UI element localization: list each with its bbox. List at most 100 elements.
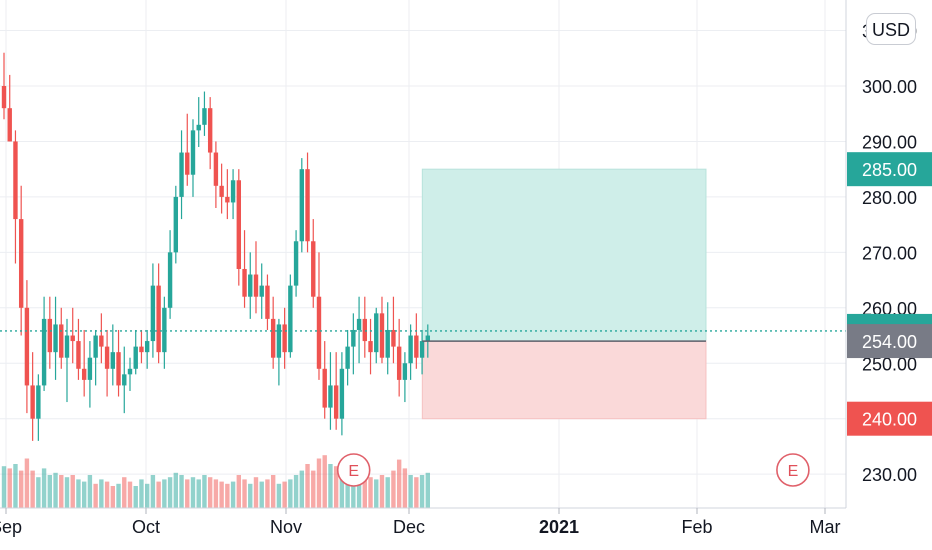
candle-body	[87, 357, 93, 380]
volume-bar	[30, 470, 35, 508]
volume-bar	[259, 481, 264, 508]
candle-body	[122, 374, 127, 386]
candle-body	[253, 274, 259, 297]
volume-bar	[379, 475, 385, 508]
x-tick-label: Oct	[132, 517, 160, 537]
candle-body	[13, 141, 18, 220]
volume-bar	[219, 481, 224, 508]
profit-zone[interactable]	[421, 168, 707, 342]
volume-bar	[81, 481, 87, 508]
candle-body	[162, 307, 167, 353]
candle-body	[156, 285, 161, 353]
volume-bar	[76, 479, 81, 508]
candle-body	[47, 318, 53, 353]
candle-body	[230, 180, 236, 203]
candle-body	[316, 296, 322, 369]
candle-body	[408, 335, 413, 364]
volume-bar	[93, 483, 98, 508]
volume-bar	[18, 470, 24, 508]
candle-body	[24, 307, 30, 386]
x-tick-label: 2021	[539, 517, 579, 537]
candle-body	[265, 285, 270, 319]
candle-body	[30, 385, 35, 419]
candle-body	[93, 335, 98, 358]
time-axis[interactable]: Sep Oct Nov Dec 2021 Feb Mar	[0, 508, 841, 537]
volume-bar	[225, 483, 230, 508]
volume-bar	[1, 466, 7, 508]
volume-bar	[36, 477, 41, 508]
candle-body	[282, 324, 287, 353]
volume-bar	[391, 470, 396, 508]
volume-bars	[1, 455, 430, 508]
candle-body	[179, 152, 184, 197]
candle-body	[299, 169, 305, 242]
candle-body	[419, 341, 425, 358]
volume-bar	[299, 470, 305, 508]
candle-body	[351, 329, 356, 347]
earnings-marker-label: E	[788, 463, 799, 480]
volume-bar	[396, 459, 402, 508]
volume-bar	[230, 481, 236, 508]
volume-bar	[185, 479, 190, 508]
candle-body	[333, 385, 339, 419]
volume-bar	[116, 483, 121, 508]
volume-bar	[150, 475, 156, 508]
volume-bar	[253, 477, 259, 508]
volume-bar	[265, 479, 270, 508]
volume-bar	[270, 475, 276, 508]
volume-bar	[167, 477, 173, 508]
price-tag-label: 254.00	[862, 332, 917, 352]
loss-zone[interactable]	[421, 340, 707, 420]
volume-bar	[345, 477, 350, 508]
candle-body	[196, 124, 201, 131]
price-tag-bg	[847, 152, 932, 187]
candle-body	[322, 368, 327, 408]
volume-bar	[414, 477, 419, 508]
volume-bar	[242, 479, 247, 508]
y-tick-label: 300.00	[862, 77, 917, 97]
volume-bar	[133, 486, 138, 508]
volume-bar	[339, 475, 345, 508]
candle-body	[391, 329, 396, 347]
candle-body	[7, 108, 12, 142]
volume-bar	[162, 479, 167, 508]
candle-body	[144, 341, 150, 353]
candle-body	[374, 313, 379, 353]
candle-body	[311, 241, 316, 297]
candle-body	[213, 152, 219, 186]
currency-button[interactable]: USD	[866, 13, 916, 45]
volume-bar	[288, 479, 293, 508]
candle-body	[150, 285, 156, 342]
candle-body	[414, 335, 419, 358]
earnings-marker-label: E	[348, 463, 359, 480]
x-tick-label: Dec	[393, 517, 425, 537]
position-zones[interactable]	[421, 168, 707, 420]
volume-bar	[104, 481, 110, 508]
earnings-marker-circle[interactable]	[776, 453, 810, 487]
candle-body	[396, 346, 402, 380]
volume-bar	[207, 477, 213, 508]
volume-bar	[385, 477, 390, 508]
price-tag-bg	[847, 401, 932, 436]
candle-body	[305, 169, 310, 242]
volume-bar	[196, 479, 201, 508]
candle-body	[293, 241, 299, 286]
volume-bar	[276, 483, 282, 508]
candle-body	[133, 346, 138, 369]
volume-bar	[64, 477, 70, 508]
candle-body	[59, 324, 64, 358]
candle-body	[18, 219, 24, 308]
volume-bar	[70, 475, 75, 508]
price-tag-bg	[847, 324, 932, 359]
volume-bar	[293, 475, 299, 508]
candle-body	[236, 180, 242, 269]
volume-bar	[13, 464, 18, 508]
overlay-lines	[0, 330, 846, 342]
candle-body	[402, 363, 408, 380]
earnings-marker-circle[interactable]	[336, 453, 371, 487]
y-tick-label: 270.00	[862, 243, 917, 263]
volume-bar	[53, 472, 58, 508]
